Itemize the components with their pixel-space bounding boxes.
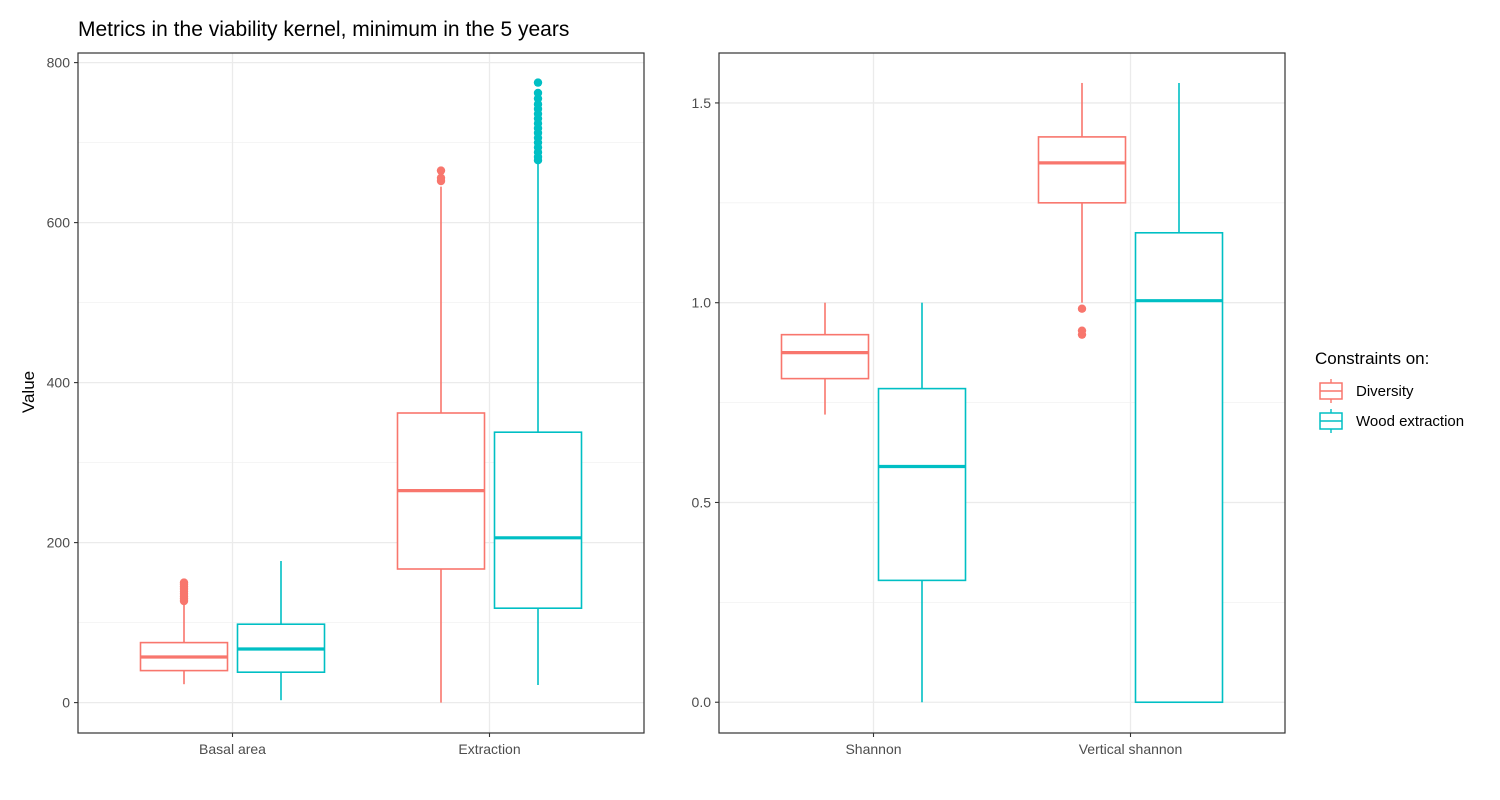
legend: Constraints on: Diversity Wood extraction <box>1315 349 1464 433</box>
x-tick-label: Extraction <box>458 741 520 757</box>
y-tick-label: 1.0 <box>692 295 712 311</box>
y-tick-label: 800 <box>47 55 71 71</box>
panel-border <box>77 52 645 734</box>
box-wood-extraction-basal-area <box>236 561 326 701</box>
legend-label: Diversity <box>1356 383 1414 400</box>
outlier-point <box>533 88 543 98</box>
outlier-point <box>1077 304 1087 313</box>
x-tick-label: Basal area <box>199 741 266 757</box>
box-iqr <box>877 387 967 582</box>
legend-label: Wood extraction <box>1356 413 1464 430</box>
box-diversity-extraction <box>396 166 486 703</box>
y-axis-label: Value <box>19 371 38 413</box>
legend-key-wood-extraction: Wood extraction <box>1319 409 1464 433</box>
y-tick-label: 0.0 <box>692 694 712 710</box>
box-wood-extraction-vertical-shannon <box>1134 82 1224 704</box>
box-iqr <box>1037 136 1127 204</box>
panel-border <box>718 52 1286 734</box>
y-tick-label: 0 <box>62 695 70 711</box>
outlier-point <box>179 578 189 587</box>
legend-key-diversity: Diversity <box>1319 379 1414 403</box>
y-tick-label: 200 <box>47 535 71 551</box>
y-tick-label: 0.5 <box>692 494 712 510</box>
x-tick-label: Vertical shannon <box>1079 741 1183 757</box>
legend-title: Constraints on: <box>1315 349 1429 368</box>
outlier-point <box>533 78 543 87</box>
outlier-point <box>436 173 446 182</box>
y-tick-label: 600 <box>47 215 71 231</box>
box-iqr <box>1134 231 1224 704</box>
y-tick-label: 400 <box>47 375 71 391</box>
outlier-point <box>436 166 446 175</box>
grid <box>78 53 644 733</box>
chart-title: Metrics in the viability kernel, minimum… <box>78 18 569 41</box>
x-tick-label: Shannon <box>845 741 901 757</box>
box-diversity-basal-area <box>139 578 229 685</box>
y-tick-label: 1.5 <box>692 95 712 111</box>
box-wood-extraction-shannon <box>877 302 967 703</box>
box-iqr <box>780 333 870 380</box>
panel-left: 0 200 400 600 800 Basal area Extraction <box>47 52 645 757</box>
box-diversity-vertical-shannon <box>1037 82 1127 339</box>
box-wood-extraction-extraction <box>493 78 583 685</box>
box-diversity-shannon <box>780 302 870 415</box>
panel-right: 0.0 0.5 1.0 1.5 Shannon Vertical shannon <box>692 52 1286 757</box>
box-iqr <box>493 431 583 610</box>
outlier-point <box>1077 326 1087 335</box>
